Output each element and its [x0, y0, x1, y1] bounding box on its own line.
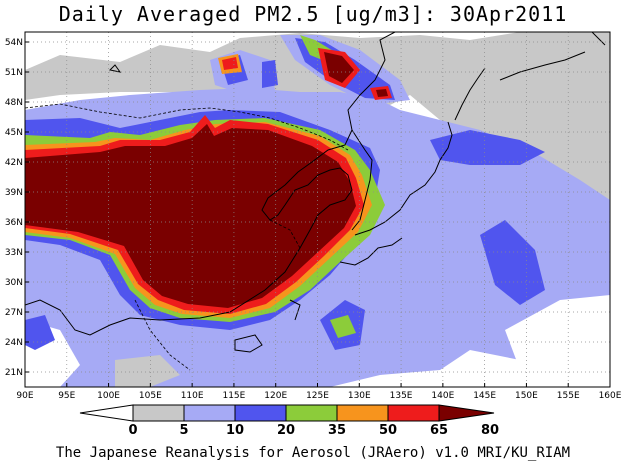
colorbar-label: 0	[128, 423, 137, 438]
lon-tick-label: 135E	[390, 391, 413, 401]
lon-tick-label: 105E	[139, 391, 162, 401]
map-title: Daily Averaged PM2.5 [ug/m3]: 30Apr2011	[58, 2, 568, 26]
longitude-tick-labels: 90E 95E 100E 105E 110E 115E 120E 125E 130E 135E 14…	[16, 391, 621, 401]
map-gridlines	[24, 32, 611, 387]
colorbar-label: 50	[379, 423, 397, 438]
lon-tick-label: 155E	[557, 391, 580, 401]
map-frame	[24, 31, 611, 388]
lon-tick-label: 150E	[515, 391, 538, 401]
lon-tick-label: 100E	[97, 391, 120, 401]
colorbar-segment	[336, 404, 389, 422]
lon-tick-label: 130E	[348, 391, 371, 401]
lon-tick-label: 160E	[599, 391, 622, 401]
dataset-credit: The Japanese Reanalysis for Aerosol (JRA…	[55, 445, 571, 461]
colorbar-segment	[234, 404, 287, 422]
lat-tick-label: 30N	[5, 278, 23, 288]
lat-tick-label: 45N	[5, 128, 23, 138]
band-80-plus	[25, 124, 356, 308]
lat-tick-label: 39N	[5, 188, 23, 198]
lon-tick-label: 110E	[181, 391, 204, 401]
lon-tick-label: 145E	[473, 391, 496, 401]
colorbar-label: 65	[430, 423, 448, 438]
lat-tick-label: 27N	[5, 308, 23, 318]
colorbar-segment	[183, 404, 236, 422]
lat-tick-label: 51N	[5, 68, 23, 78]
colorbar-segment	[387, 404, 440, 422]
colorbar-label: 10	[226, 423, 244, 438]
lat-tick-label: 21N	[5, 368, 23, 378]
lat-tick-label: 42N	[5, 158, 23, 168]
lon-tick-label: 125E	[306, 391, 329, 401]
lat-tick-label: 33N	[5, 248, 23, 258]
colorbar-segment	[285, 404, 338, 422]
lon-tick-label: 140E	[431, 391, 454, 401]
lon-tick-label: 90E	[16, 391, 33, 401]
lon-tick-label: 120E	[264, 391, 287, 401]
lat-tick-label: 36N	[5, 218, 23, 228]
band-5-10	[25, 32, 610, 200]
colorbar-segment	[132, 404, 185, 422]
colorbar-label: 35	[328, 423, 346, 438]
colorbar-max-arrow	[438, 404, 495, 422]
lat-tick-label: 54N	[5, 38, 23, 48]
colorbar-label: 80	[481, 423, 499, 438]
lat-tick-label: 24N	[5, 338, 23, 348]
lon-tick-label: 95E	[58, 391, 75, 401]
concentration-field	[25, 32, 610, 387]
colorbar-label: 5	[179, 423, 188, 438]
colorbar-min-arrow	[79, 404, 134, 422]
lon-tick-label: 115E	[222, 391, 245, 401]
colorbar-label: 20	[277, 423, 295, 438]
latitude-tick-labels: 21N 24N 27N 30N 33N 36N 39N 42N 45N 48N 51N 54N	[5, 38, 23, 378]
colorbar: 0 5 10 20 35 50 65 80	[79, 404, 499, 438]
lat-tick-label: 48N	[5, 98, 23, 108]
